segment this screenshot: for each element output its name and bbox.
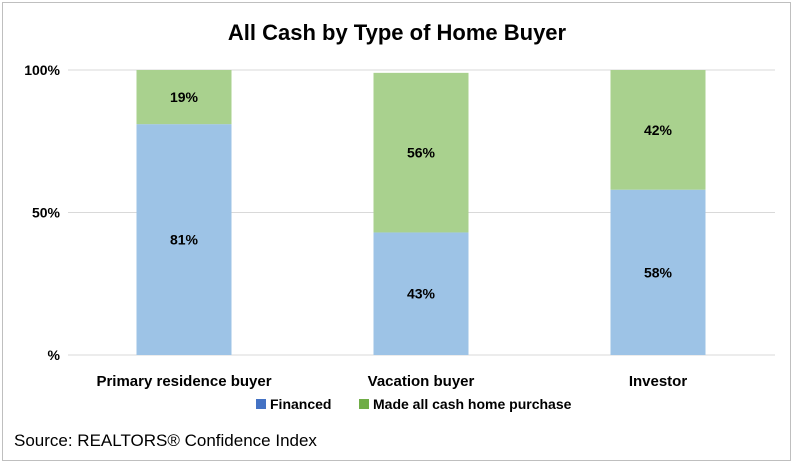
legend-swatch-all-cash: [359, 399, 369, 409]
data-label: 58%: [644, 264, 673, 280]
y-tick-label: %: [48, 347, 61, 363]
data-label: 56%: [407, 145, 436, 161]
bar-financed-2: [610, 189, 706, 355]
y-axis-ticks: % 50% 100%: [24, 62, 60, 363]
x-category-label: Primary residence buyer: [96, 373, 271, 390]
legend-swatch-financed: [256, 399, 266, 409]
legend: Financed Made all cash home purchase: [256, 396, 572, 412]
bar-all-cash-1: [373, 72, 469, 233]
bar-all-cash-0: [136, 70, 232, 125]
data-label: 81%: [170, 232, 199, 248]
data-labels: 81% 19% 43% 56% 58% 42%: [170, 89, 673, 302]
bar-financed-1: [373, 232, 469, 355]
bar-all-cash-2: [610, 70, 706, 190]
source-note: Source: REALTORS® Confidence Index: [14, 431, 317, 450]
bars: [136, 70, 706, 356]
y-tick-label: 50%: [32, 205, 61, 221]
data-label: 42%: [644, 122, 673, 138]
data-label: 43%: [407, 286, 436, 302]
x-category-label: Vacation buyer: [368, 373, 475, 390]
y-tick-label: 100%: [24, 62, 60, 78]
x-axis-categories: Primary residence buyer Vacation buyer Inv…: [96, 373, 687, 390]
legend-label: Made all cash home purchase: [373, 396, 572, 412]
bar-financed-0: [136, 124, 232, 356]
data-label: 19%: [170, 89, 199, 105]
x-category-label: Investor: [629, 373, 688, 390]
chart-title: All Cash by Type of Home Buyer: [228, 20, 567, 45]
legend-label: Financed: [270, 396, 331, 412]
